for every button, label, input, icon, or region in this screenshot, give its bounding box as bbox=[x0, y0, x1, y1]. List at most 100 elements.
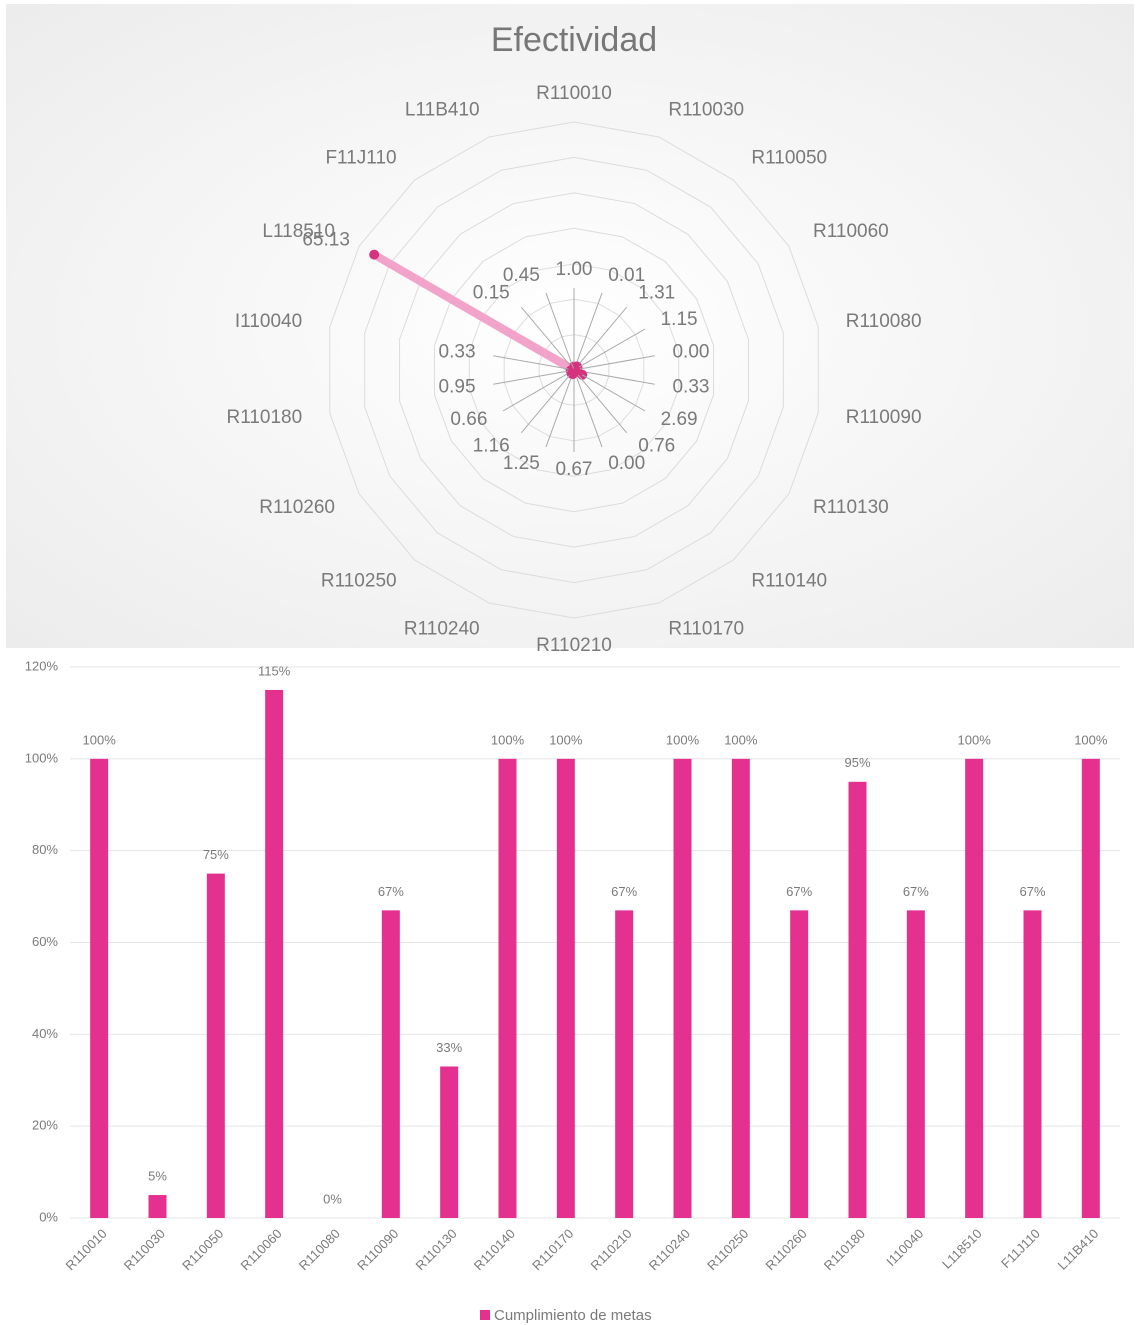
category-label: R110260 bbox=[259, 497, 335, 518]
y-tick-label: 120% bbox=[25, 658, 59, 673]
x-tick-label: R110250 bbox=[704, 1226, 751, 1273]
value-label: 1.25 bbox=[503, 453, 540, 474]
category-label: R110050 bbox=[751, 148, 827, 169]
bar bbox=[498, 758, 517, 1218]
category-label: R110180 bbox=[226, 407, 302, 428]
bar bbox=[848, 781, 867, 1218]
data-label: 115% bbox=[258, 663, 291, 678]
value-label: 0.67 bbox=[556, 459, 593, 480]
leader-line bbox=[582, 374, 646, 412]
category-label: R110210 bbox=[536, 635, 612, 656]
leader-line bbox=[575, 371, 628, 434]
category-label: R110030 bbox=[668, 100, 744, 121]
data-label: 100% bbox=[958, 732, 992, 747]
leader-line bbox=[545, 373, 573, 448]
leader-line bbox=[573, 355, 655, 371]
x-tick-label: R110180 bbox=[821, 1226, 868, 1273]
leader-line bbox=[493, 355, 573, 371]
value-label: 0.01 bbox=[608, 265, 645, 286]
leader-line bbox=[573, 292, 603, 371]
legend-label: Cumplimiento de metas bbox=[494, 1307, 652, 1324]
category-label: R110080 bbox=[846, 311, 922, 332]
value-label: 1.00 bbox=[556, 259, 593, 280]
radar-marker bbox=[369, 249, 380, 260]
x-tick-label: R110050 bbox=[179, 1226, 226, 1273]
category-label: R110240 bbox=[404, 618, 480, 639]
data-label: 67% bbox=[1019, 884, 1045, 899]
data-label: 100% bbox=[1074, 732, 1108, 747]
bar bbox=[1081, 758, 1100, 1218]
data-label: 5% bbox=[148, 1168, 167, 1183]
category-label: R110250 bbox=[321, 570, 397, 591]
bar bbox=[206, 873, 225, 1218]
x-tick-label: R110260 bbox=[762, 1226, 809, 1273]
y-tick-label: 60% bbox=[32, 934, 58, 949]
value-label: 65.13 bbox=[302, 230, 350, 251]
bar bbox=[906, 910, 925, 1218]
category-label: R110140 bbox=[751, 570, 827, 591]
x-tick-label: R110210 bbox=[587, 1226, 634, 1273]
category-label: I110040 bbox=[235, 311, 302, 332]
data-label: 67% bbox=[611, 884, 637, 899]
bar bbox=[731, 758, 750, 1218]
value-label: 1.15 bbox=[661, 309, 698, 330]
leader-line bbox=[577, 328, 646, 369]
bar bbox=[673, 758, 692, 1218]
y-tick-label: 40% bbox=[32, 1026, 58, 1041]
leader-line bbox=[573, 369, 603, 448]
value-label: 0.15 bbox=[473, 282, 510, 303]
category-label: R110090 bbox=[846, 407, 922, 428]
x-tick-label: R110090 bbox=[354, 1226, 401, 1273]
data-label: 100% bbox=[724, 732, 758, 747]
category-label: L118510 bbox=[262, 221, 335, 242]
x-tick-label: R110140 bbox=[471, 1226, 518, 1273]
bar bbox=[440, 1066, 459, 1218]
leader-line bbox=[520, 306, 575, 370]
x-tick-label: R110240 bbox=[646, 1226, 693, 1273]
data-label: 67% bbox=[786, 884, 812, 899]
value-label: 0.45 bbox=[503, 265, 540, 286]
category-label: R110060 bbox=[813, 221, 889, 242]
bar bbox=[381, 910, 400, 1218]
x-tick-label: F11J110 bbox=[998, 1226, 1043, 1271]
leader-line bbox=[493, 370, 571, 385]
bar bbox=[265, 689, 284, 1218]
data-label: 67% bbox=[903, 884, 929, 899]
leader-line bbox=[575, 369, 655, 385]
y-tick-label: 0% bbox=[39, 1209, 58, 1224]
y-tick-label: 100% bbox=[25, 750, 59, 765]
leader-line bbox=[545, 292, 574, 369]
value-label: 0.00 bbox=[608, 453, 645, 474]
x-tick-label: L11B410 bbox=[1055, 1226, 1102, 1273]
bar bbox=[1023, 910, 1042, 1218]
x-tick-label: R110030 bbox=[121, 1226, 168, 1273]
value-label: 0.95 bbox=[439, 376, 476, 397]
bar bbox=[556, 758, 575, 1218]
category-label: R110170 bbox=[668, 618, 744, 639]
value-label: 1.16 bbox=[473, 436, 510, 457]
category-label: F11J110 bbox=[325, 148, 396, 169]
y-tick-label: 20% bbox=[32, 1118, 58, 1133]
category-label: L11B410 bbox=[405, 100, 480, 121]
grid-ring bbox=[329, 121, 819, 619]
x-tick-label: I110040 bbox=[883, 1226, 926, 1269]
bar bbox=[90, 758, 109, 1218]
data-label: 67% bbox=[378, 884, 404, 899]
x-tick-label: R110170 bbox=[529, 1226, 576, 1273]
data-label: 75% bbox=[203, 847, 229, 862]
chart-title: Efectividad bbox=[491, 21, 657, 59]
value-label: 0.33 bbox=[672, 376, 709, 397]
leader-line bbox=[520, 372, 572, 434]
radar-background bbox=[6, 4, 1134, 648]
leader-line bbox=[576, 306, 628, 367]
bar bbox=[790, 910, 809, 1218]
data-label: 100% bbox=[83, 732, 117, 747]
y-tick-label: 80% bbox=[32, 842, 58, 857]
value-label: 1.31 bbox=[638, 282, 675, 303]
data-label: 100% bbox=[491, 732, 525, 747]
bar bbox=[965, 758, 984, 1218]
leader-line bbox=[502, 370, 573, 412]
bar bbox=[148, 1195, 167, 1218]
legend-swatch bbox=[480, 1310, 490, 1320]
